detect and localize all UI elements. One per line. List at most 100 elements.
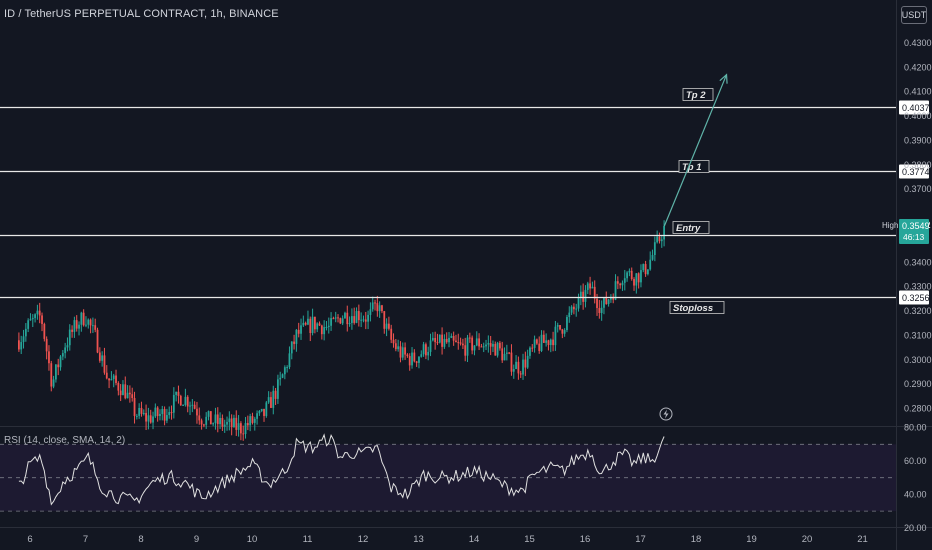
candle[interactable] [568,306,571,323]
candle[interactable] [401,342,404,361]
candle[interactable] [193,401,196,410]
candle[interactable] [487,335,490,353]
candle[interactable] [179,394,182,406]
level-tp-2[interactable]: Tp 2 0.4037 [0,88,930,115]
candle[interactable] [31,314,34,328]
candle[interactable] [600,300,603,321]
candle[interactable] [105,365,108,380]
candle[interactable] [235,410,238,436]
candle[interactable] [156,406,159,422]
candle[interactable] [293,334,295,350]
candle[interactable] [559,325,561,331]
candle[interactable] [616,276,619,290]
candle[interactable] [566,314,568,333]
candle[interactable] [385,318,388,337]
candle[interactable] [462,338,464,349]
candle[interactable] [649,251,652,271]
candle[interactable] [508,351,511,355]
candle[interactable] [145,404,147,431]
candle[interactable] [186,395,189,413]
candle[interactable] [582,283,585,310]
candle[interactable] [579,285,582,306]
candle[interactable] [542,330,545,343]
candle[interactable] [260,408,263,413]
candle[interactable] [316,322,319,333]
candle[interactable] [45,336,48,360]
candle[interactable] [526,349,529,369]
candle[interactable] [212,422,215,427]
candle[interactable] [628,268,631,277]
candle[interactable] [623,269,626,291]
candle[interactable] [494,341,497,356]
candle[interactable] [415,360,418,367]
candle[interactable] [448,332,450,348]
candle[interactable] [630,267,633,281]
candle[interactable] [344,311,346,319]
level-stoploss[interactable]: Stoploss 0.3256 [0,290,930,315]
candle[interactable] [443,334,446,349]
candle[interactable] [242,425,245,441]
candle[interactable] [161,405,164,421]
candle[interactable] [327,317,330,334]
candle[interactable] [392,333,395,348]
candle[interactable] [122,380,124,396]
candle[interactable] [517,356,520,380]
candle[interactable] [505,344,508,361]
candle[interactable] [431,332,434,342]
candle[interactable] [499,340,501,351]
candle[interactable] [330,312,332,331]
candle[interactable] [360,312,363,328]
candle[interactable] [589,276,591,295]
candle[interactable] [166,408,168,424]
candle[interactable] [163,406,166,426]
candle[interactable] [529,346,531,359]
candle[interactable] [492,340,494,353]
candle[interactable] [573,303,575,315]
candle[interactable] [394,339,397,352]
candle[interactable] [263,408,265,422]
candle[interactable] [43,322,46,342]
candle[interactable] [397,339,400,352]
candle[interactable] [399,341,402,363]
candle[interactable] [189,401,191,415]
candle[interactable] [538,336,541,354]
candle[interactable] [441,327,443,355]
candle[interactable] [485,339,487,351]
candle[interactable] [466,334,469,363]
candle[interactable] [337,314,339,323]
candle[interactable] [626,271,628,282]
candle[interactable] [290,341,293,360]
candle[interactable] [57,358,60,376]
candle[interactable] [61,349,64,361]
candle[interactable] [78,321,80,336]
candle[interactable] [270,391,272,409]
candle[interactable] [203,423,205,428]
candle[interactable] [378,301,381,318]
candle[interactable] [265,400,268,418]
candle[interactable] [249,413,252,432]
candle[interactable] [184,388,187,407]
candle[interactable] [131,387,134,402]
candle[interactable] [351,308,353,330]
candle[interactable] [59,355,62,371]
candle[interactable] [563,328,566,337]
candle[interactable] [154,403,157,419]
candle[interactable] [272,385,275,415]
candle[interactable] [383,310,386,334]
candle[interactable] [455,334,457,343]
candle[interactable] [660,235,663,248]
candle[interactable] [647,269,649,276]
candle[interactable] [96,327,99,354]
candle[interactable] [598,299,601,319]
candle[interactable] [438,334,441,344]
candle[interactable] [533,335,536,353]
candle[interactable] [459,337,462,346]
candle[interactable] [406,353,409,358]
candle[interactable] [420,350,423,358]
candle[interactable] [519,370,522,378]
candle[interactable] [452,331,455,346]
candle[interactable] [371,296,374,312]
candle[interactable] [605,291,608,305]
candle[interactable] [311,308,314,336]
candle[interactable] [367,310,369,330]
